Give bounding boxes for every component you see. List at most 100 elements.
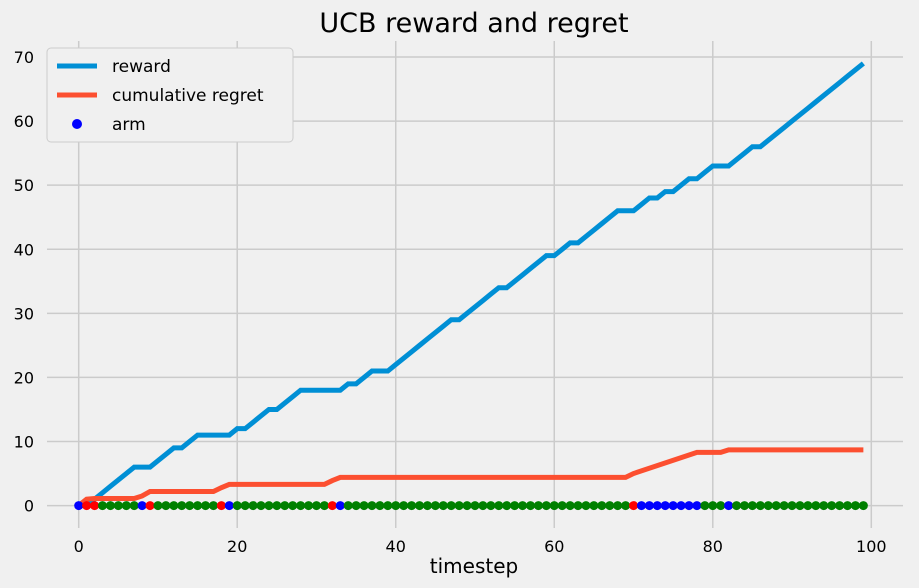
arm-point [264, 501, 274, 511]
arm-point [296, 501, 306, 511]
arm-point [636, 501, 646, 511]
arm-point [692, 501, 702, 511]
arm-point [708, 501, 718, 511]
arm-point [835, 501, 845, 511]
arm-point [795, 501, 805, 511]
arm-point [343, 501, 353, 511]
arm-point [763, 501, 773, 511]
arm-point [113, 501, 123, 511]
arm-point [462, 501, 472, 511]
arm-point [533, 501, 543, 511]
arm-point [518, 501, 528, 511]
arm-point [105, 501, 115, 511]
arm-point [676, 501, 686, 511]
arm-point [399, 501, 409, 511]
arm-point [153, 501, 163, 511]
arm-point [478, 501, 488, 511]
arm-point [494, 501, 504, 511]
arm-point [415, 501, 425, 511]
x-axis-label: timestep [430, 554, 518, 578]
arm-point [621, 501, 631, 511]
arm-point [787, 501, 797, 511]
arm-point [850, 501, 860, 511]
arm-point [177, 501, 187, 511]
legend-label-cumulative-regret: cumulative regret [112, 86, 264, 106]
arm-point [660, 501, 670, 511]
arm-point [288, 501, 298, 511]
arm-point [367, 501, 377, 511]
arm-point [486, 501, 496, 511]
y-tick-label: 60 [14, 112, 34, 131]
arm-point [747, 501, 757, 511]
y-tick-label: 10 [14, 432, 34, 451]
arm-point [240, 501, 250, 511]
plot-area [74, 61, 868, 511]
arm-point [351, 501, 361, 511]
arm-point [644, 501, 654, 511]
arm-point [438, 501, 448, 511]
arm-point [716, 501, 726, 511]
arm-point [185, 501, 195, 511]
y-tick-label: 50 [14, 176, 34, 195]
arm-point [684, 501, 694, 511]
arm-point [605, 501, 615, 511]
arm-point [74, 501, 84, 511]
arm-point [407, 501, 417, 511]
arm-point [272, 501, 282, 511]
x-tick-label: 20 [227, 537, 247, 556]
arm-point [97, 501, 107, 511]
arm-point [82, 501, 92, 511]
series-line-cumulative-regret [77, 447, 864, 508]
legend-label-arm: arm [112, 115, 146, 135]
chart-title: UCB reward and regret [319, 8, 628, 39]
legend: reward cumulative regret arm [46, 47, 294, 143]
arm-point [248, 501, 258, 511]
x-tick-label: 80 [703, 537, 723, 556]
series-line-reward [78, 61, 865, 509]
arm-point [145, 501, 155, 511]
arm-point [549, 501, 559, 511]
arm-point [573, 501, 583, 511]
arm-point [858, 501, 868, 511]
arm-point [327, 501, 337, 511]
arm-point [311, 501, 321, 511]
arm-point [216, 501, 226, 511]
arm-point [335, 501, 345, 511]
x-tick-label: 100 [856, 537, 887, 556]
arm-point [755, 501, 765, 511]
x-tick-label: 0 [74, 537, 84, 556]
arm-point [613, 501, 623, 511]
arm-point [169, 501, 179, 511]
y-tick-label: 0 [24, 497, 34, 516]
y-tick-label: 20 [14, 368, 34, 387]
arm-point [280, 501, 290, 511]
arm-point [557, 501, 567, 511]
arm-point [652, 501, 662, 511]
arm-point [391, 501, 401, 511]
x-tick-label: 60 [544, 537, 564, 556]
arm-point [739, 501, 749, 511]
arm-point [525, 501, 535, 511]
arm-point [161, 501, 171, 511]
arm-point [422, 501, 432, 511]
y-tick-label: 30 [14, 304, 34, 323]
arm-point [819, 501, 829, 511]
arm-point [201, 501, 211, 511]
arm-point [304, 501, 314, 511]
arm-point [359, 501, 369, 511]
arm-point [629, 501, 639, 511]
arm-point [232, 501, 242, 511]
arm-point [668, 501, 678, 511]
y-tick-label: 40 [14, 240, 34, 259]
arm-point [811, 501, 821, 511]
legend-label-reward: reward [112, 57, 171, 77]
arm-point [430, 501, 440, 511]
arm-point [597, 501, 607, 511]
arm-point [589, 501, 599, 511]
arm-point [446, 501, 456, 511]
x-tick-label: 40 [386, 537, 406, 556]
arm-point [129, 501, 139, 511]
arm-point [510, 501, 520, 511]
